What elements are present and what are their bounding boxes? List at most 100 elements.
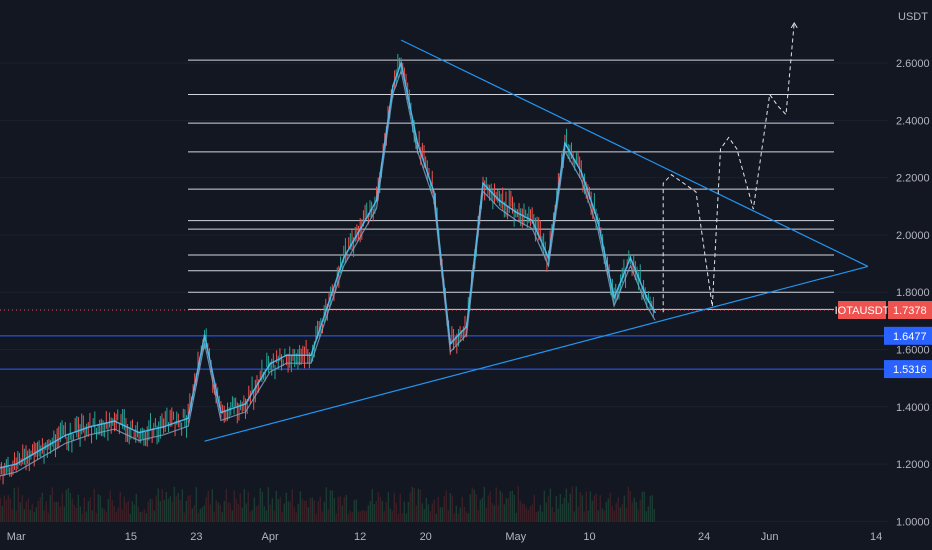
trendline-descending-resistance[interactable] — [400, 39, 869, 267]
volume-bar — [373, 503, 376, 522]
x-tick-label: 15 — [125, 531, 137, 543]
volume-bar — [13, 487, 16, 522]
y-tick-label: 2.6000 — [896, 58, 930, 70]
volume-bar — [595, 493, 598, 522]
volume-bar — [69, 493, 72, 522]
volume-bar — [65, 489, 68, 522]
y-tick-label: 2.0000 — [896, 230, 930, 242]
volume-bar — [243, 489, 246, 522]
volume-bar — [433, 499, 436, 522]
volume-bar — [73, 504, 76, 522]
volume-bar — [293, 507, 296, 522]
volume-bar — [195, 487, 198, 522]
volume-bar — [347, 513, 350, 522]
volume-bar — [417, 488, 420, 522]
volume-bar — [327, 509, 330, 522]
volume-bar — [387, 492, 390, 522]
volume-bar — [269, 504, 272, 522]
volume-bar — [359, 511, 362, 522]
volume-bar — [633, 497, 636, 522]
volume-bar — [635, 501, 638, 522]
y-tick-label: 1.2000 — [896, 459, 930, 471]
volume-bar — [599, 495, 602, 522]
volume-bar — [209, 504, 212, 522]
volume-bar — [155, 495, 158, 522]
volume-bar — [429, 511, 432, 522]
volume-bar — [363, 510, 366, 522]
volume-bar — [287, 501, 290, 522]
volume-bar — [517, 486, 520, 522]
volume-bar — [257, 505, 260, 522]
volume-bar — [49, 494, 52, 522]
y-tick-label: 1.0000 — [896, 516, 930, 528]
volume-bar — [643, 491, 646, 522]
volume-bar — [457, 513, 460, 522]
volume-bar — [535, 512, 538, 522]
trend-layer — [204, 21, 869, 442]
symbol-badge-label: IOTAUSDT — [835, 305, 890, 317]
volume-bar — [237, 504, 240, 522]
volume-bar — [581, 495, 584, 522]
volume-bar — [303, 501, 306, 522]
projected-path[interactable] — [662, 22, 795, 313]
volume-bar — [7, 495, 10, 522]
volume-bar — [41, 492, 44, 522]
volume-bar — [567, 502, 570, 522]
volume-bar — [467, 513, 470, 522]
volume-bar — [127, 500, 130, 522]
volume-bar — [591, 500, 594, 522]
volume-bar — [623, 495, 626, 522]
volume-bar — [493, 505, 496, 522]
volume-bar — [399, 493, 402, 522]
moving-average-fast — [0, 60, 656, 469]
trendline-ascending-support[interactable] — [204, 265, 869, 442]
volume-bar — [251, 510, 254, 522]
symbol-badge — [838, 301, 886, 320]
volume-bar — [339, 496, 342, 522]
volume-bar — [443, 496, 446, 522]
x-tick-label: 24 — [698, 531, 710, 543]
volume-bar — [529, 506, 532, 522]
volume-bar — [227, 502, 230, 522]
volume-bar — [203, 505, 206, 522]
volume-bar — [277, 499, 280, 522]
volume-bar — [383, 511, 386, 522]
volume-bar — [397, 513, 400, 522]
volume-bar — [0, 497, 2, 522]
volume-bar — [481, 497, 484, 522]
volume-bar — [1, 506, 4, 522]
volume-bar — [47, 512, 50, 522]
volume-bar — [409, 492, 412, 522]
volume-bar — [537, 511, 540, 522]
volume-bar — [115, 512, 118, 522]
volume-bar — [93, 488, 96, 522]
volume-bar — [589, 491, 592, 522]
currency-label: USDT — [898, 11, 928, 23]
volume-bar — [471, 487, 474, 522]
volume-bar — [89, 497, 92, 522]
volume-bar — [9, 498, 12, 522]
volume-bar — [629, 490, 632, 522]
volume-bar — [511, 490, 514, 522]
volume-bar — [253, 497, 256, 522]
volume-bar — [341, 505, 344, 522]
volume-bar — [431, 503, 434, 522]
volume-bar — [291, 489, 294, 522]
volume-bar — [211, 488, 214, 522]
volume-bar — [165, 491, 168, 522]
volume-bar — [609, 492, 612, 522]
volume-bar — [539, 504, 542, 522]
volume-bar — [233, 490, 236, 522]
volume-bar — [391, 511, 394, 522]
volume-bar — [245, 503, 248, 522]
volume-bar — [55, 501, 58, 522]
volume-bar — [525, 507, 528, 522]
volume-bar — [641, 491, 644, 522]
volume-bar — [61, 493, 64, 522]
volume-bar — [59, 506, 62, 522]
volume-bar — [533, 494, 536, 522]
volume-bar — [271, 498, 274, 522]
volume-bar — [639, 499, 642, 522]
